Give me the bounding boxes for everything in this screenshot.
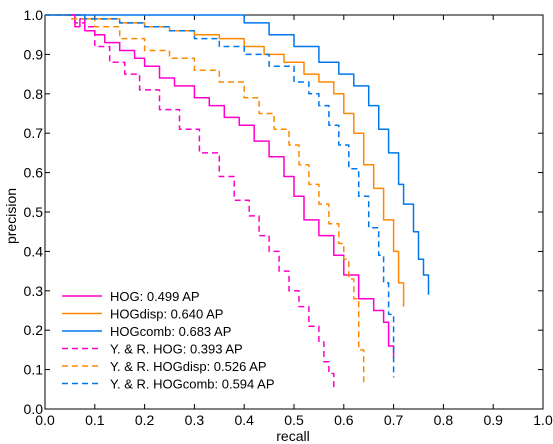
series-line-1 [45, 14, 405, 307]
y-tick-label: 0.8 [24, 86, 44, 102]
y-tick-label: 0.3 [24, 283, 44, 299]
legend-label: Y. & R. HOGcomb: 0.594 AP [110, 377, 275, 392]
x-tick-label: 0.8 [434, 412, 454, 428]
x-tick-label: 0.3 [185, 412, 205, 428]
x-tick-label: 0.2 [135, 412, 155, 428]
legend-label: HOG: 0.499 AP [110, 289, 200, 304]
legend: HOG: 0.499 AP HOGdisp: 0.640 AP HOGcomb: 0… [62, 289, 275, 392]
y-tick-label: 0.5 [24, 204, 44, 220]
series-lines [45, 14, 430, 390]
y-tick-label: 0.6 [24, 165, 44, 181]
x-tick-label: 0.4 [234, 412, 254, 428]
series-line-5 [45, 14, 395, 378]
y-tick-label: 0.0 [24, 401, 44, 417]
x-tick-label: 1.0 [533, 412, 553, 428]
x-axis-label: recall [276, 428, 309, 444]
series-line-4 [45, 14, 365, 386]
x-tick-label: 0.0 [35, 412, 55, 428]
y-tick-label: 0.9 [24, 46, 44, 62]
y-tick-labels: 0.0 0.1 0.2 0.3 0.4 0.5 0.6 0.7 0.8 0.9 1.0 [24, 7, 44, 417]
series-line-2 [45, 14, 430, 295]
x-tick-label: 0.1 [85, 412, 105, 428]
x-tick-label: 0.9 [483, 412, 503, 428]
series-line-0 [69, 14, 395, 358]
y-tick-label: 1.0 [24, 7, 44, 23]
x-tick-labels: 0.0 0.1 0.2 0.3 0.4 0.5 0.6 0.7 0.8 0.9 1.0 [35, 412, 553, 428]
legend-label: HOGcomb: 0.683 AP [110, 324, 231, 339]
y-axis-label: precision [3, 188, 19, 244]
x-tick-label: 0.5 [284, 412, 304, 428]
y-tick-label: 0.4 [24, 243, 44, 259]
y-tick-label: 0.1 [24, 362, 44, 378]
y-tick-label: 0.2 [24, 322, 44, 338]
legend-label: HOGdisp: 0.640 AP [110, 307, 223, 322]
y-tick-label: 0.7 [24, 125, 44, 141]
legend-label: Y. & R. HOGdisp: 0.526 AP [110, 359, 267, 374]
legend-label: Y. & R. HOG: 0.393 AP [110, 342, 243, 357]
x-tick-label: 0.6 [334, 412, 354, 428]
x-tick-label: 0.7 [384, 412, 404, 428]
